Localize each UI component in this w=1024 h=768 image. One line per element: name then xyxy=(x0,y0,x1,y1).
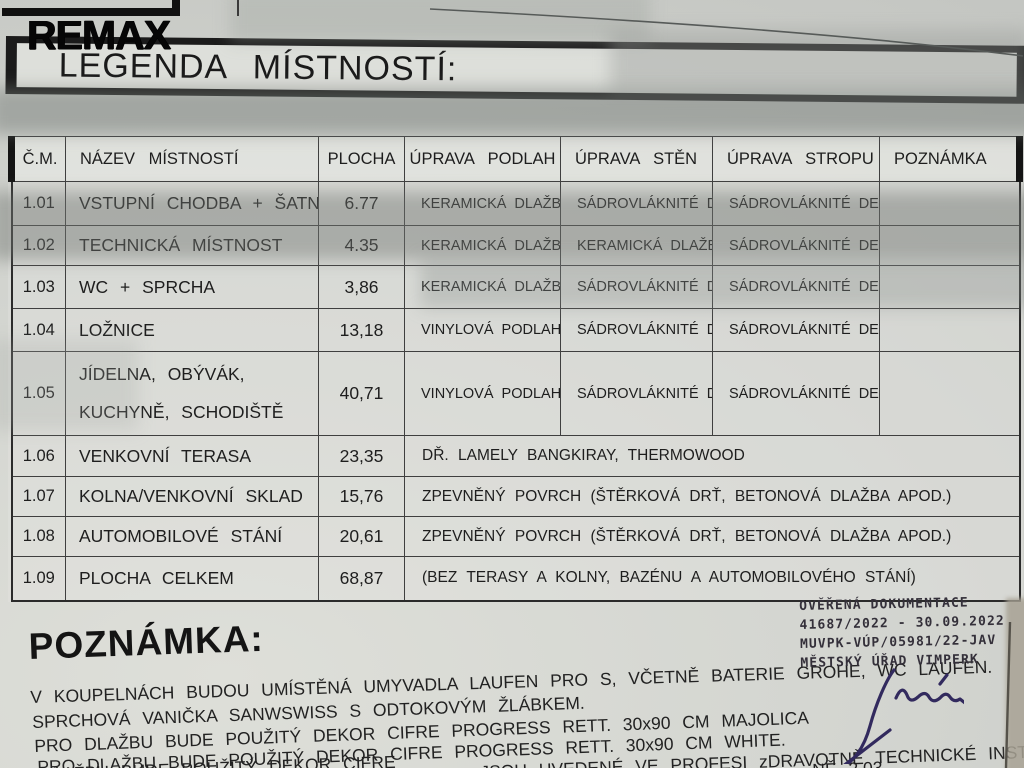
cell-wall: SÁDROVLÁKNITÉ DESKY xyxy=(560,181,713,226)
table-row: 1.08 AUTOMOBILOVÉ STÁNÍ 20,61 ZPEVNĚNÝ P… xyxy=(10,516,1021,557)
table-row: 1.07 KOLNA/VENKOVNÍ SKLAD 15,76 ZPEVNĚNÝ… xyxy=(10,476,1021,517)
cell-ceiling: SÁDROVLÁKNITÉ DESKY xyxy=(712,181,880,226)
cell-room-number: 1.02 xyxy=(10,225,66,266)
table-row: 1.04 LOŽNICE 13,18 VINYLOVÁ PODLAHA SÁDR… xyxy=(10,308,1021,352)
cell-ceiling: SÁDROVLÁKNITÉ DESKY xyxy=(712,308,880,352)
cell-room-number: 1.05 xyxy=(10,351,66,436)
cell-note xyxy=(879,308,1021,352)
cell-area: 20,61 xyxy=(318,516,405,557)
cell-room-name: KOLNA/VENKOVNÍ SKLAD xyxy=(65,476,319,517)
table-header-row: Č.M. NÁZEV MÍSTNOSTÍ PLOCHA ÚPRAVA PODLA… xyxy=(8,136,1023,182)
table-row: 1.01 VSTUPNÍ CHODBA + ŠATNA 6.77 KERAMIC… xyxy=(10,181,1021,226)
cell-wall: SÁDROVLÁKNITÉ DESKY xyxy=(560,351,713,436)
cell-wall: SÁDROVLÁKNITÉ DESKY xyxy=(560,265,713,309)
header-note: POZNÁMKA xyxy=(879,136,1023,182)
signature xyxy=(843,668,964,764)
cell-area: 68,87 xyxy=(318,556,405,602)
cell-note xyxy=(879,225,1021,266)
cell-wall: KERAMICKÁ DLAŽBA xyxy=(560,225,713,266)
remax-watermark: REMAX xyxy=(27,12,171,58)
cell-area: 15,76 xyxy=(318,476,405,517)
table-row: 1.05 JÍDELNA, OBÝVÁK, KUCHYNĚ, SCHODIŠTĚ… xyxy=(10,351,1021,436)
cell-area: 40,71 xyxy=(318,351,405,436)
cell-area: 6.77 xyxy=(318,181,405,226)
cell-floor: VINYLOVÁ PODLAHA xyxy=(404,351,561,436)
room-name-line-1: JÍDELNA, OBÝVÁK, xyxy=(79,364,245,384)
verification-stamp: OVĚŘENÁ DOKUMENTACE 41687/2022 - 30.09.2… xyxy=(799,593,1006,673)
cell-area: 3,86 xyxy=(318,265,405,309)
cell-wall: SÁDROVLÁKNITÉ DESKY xyxy=(560,308,713,352)
cell-room-name: JÍDELNA, OBÝVÁK, KUCHYNĚ, SCHODIŠTĚ xyxy=(65,351,319,436)
cell-note xyxy=(879,351,1021,436)
table-row: 1.09 PLOCHA CELKEM 68,87 (BEZ TERASY A K… xyxy=(10,556,1021,602)
cell-note xyxy=(879,181,1021,226)
cell-floor: KERAMICKÁ DLAŽBA xyxy=(404,265,561,309)
cell-floor: VINYLOVÁ PODLAHA xyxy=(404,308,561,352)
table-row: 1.02 TECHNICKÁ MÍSTNOST 4.35 KERAMICKÁ D… xyxy=(10,225,1021,266)
cell-finish-span: DŘ. LAMELY BANGKIRAY, THERMOWOOD xyxy=(404,435,1021,477)
cell-note xyxy=(879,265,1021,309)
cell-finish-span: (BEZ TERASY A KOLNY, BAZÉNU A AUTOMOBILO… xyxy=(404,556,1021,602)
cell-ceiling: SÁDROVLÁKNITÉ DESKY xyxy=(712,265,880,309)
header-area: PLOCHA xyxy=(318,136,405,182)
cell-room-name: PLOCHA CELKEM xyxy=(65,556,319,602)
header-room-name: NÁZEV MÍSTNOSTÍ xyxy=(65,136,319,182)
cell-ceiling: SÁDROVLÁKNITÉ DESKY xyxy=(712,351,880,436)
table-row: 1.06 VENKOVNÍ TERASA 23,35 DŘ. LAMELY BA… xyxy=(10,435,1021,477)
cell-area: 23,35 xyxy=(318,435,405,477)
cell-room-number: 1.07 xyxy=(10,476,66,517)
header-floor-finish: ÚPRAVA PODLAH xyxy=(404,136,561,182)
notes-heading: POZNÁMKA: xyxy=(28,617,265,667)
header-room-number: Č.M. xyxy=(8,136,66,182)
cell-room-name: TECHNICKÁ MÍSTNOST xyxy=(65,225,319,266)
room-legend-table: Č.M. NÁZEV MÍSTNOSTÍ PLOCHA ÚPRAVA PODLA… xyxy=(8,136,1023,602)
cell-ceiling: SÁDROVLÁKNITÉ DESKY xyxy=(712,225,880,266)
header-ceiling-finish: ÚPRAVA STROPU xyxy=(712,136,880,182)
cell-room-number: 1.04 xyxy=(10,308,66,352)
cell-room-number: 1.01 xyxy=(10,181,66,226)
cell-area: 4.35 xyxy=(318,225,405,266)
cell-finish-span: ZPEVNĚNÝ POVRCH (ŠTĚRKOVÁ DRŤ, BETONOVÁ … xyxy=(404,516,1021,557)
cell-floor: KERAMICKÁ DLAŽBA xyxy=(404,181,561,226)
cell-room-name: VSTUPNÍ CHODBA + ŠATNA xyxy=(65,181,319,226)
cell-finish-span: ZPEVNĚNÝ POVRCH (ŠTĚRKOVÁ DRŤ, BETONOVÁ … xyxy=(404,476,1021,517)
cell-room-name: WC + SPRCHA xyxy=(65,265,319,309)
table-row: 1.03 WC + SPRCHA 3,86 KERAMICKÁ DLAŽBA S… xyxy=(10,265,1021,309)
header-wall-finish: ÚPRAVA STĚN xyxy=(560,136,713,182)
cell-room-number: 1.08 xyxy=(10,516,66,557)
cell-room-number: 1.06 xyxy=(10,435,66,477)
cell-room-name: VENKOVNÍ TERASA xyxy=(65,435,319,477)
cell-room-name: AUTOMOBILOVÉ STÁNÍ xyxy=(65,516,319,557)
cell-room-name: LOŽNICE xyxy=(65,308,319,352)
cell-floor: KERAMICKÁ DLAŽBA xyxy=(404,225,561,266)
room-name-line-2: KUCHYNĚ, SCHODIŠTĚ xyxy=(79,402,284,422)
cell-room-number: 1.03 xyxy=(10,265,66,309)
cell-area: 13,18 xyxy=(318,308,405,352)
scan-shading xyxy=(230,0,650,42)
cell-room-number: 1.09 xyxy=(10,556,66,602)
